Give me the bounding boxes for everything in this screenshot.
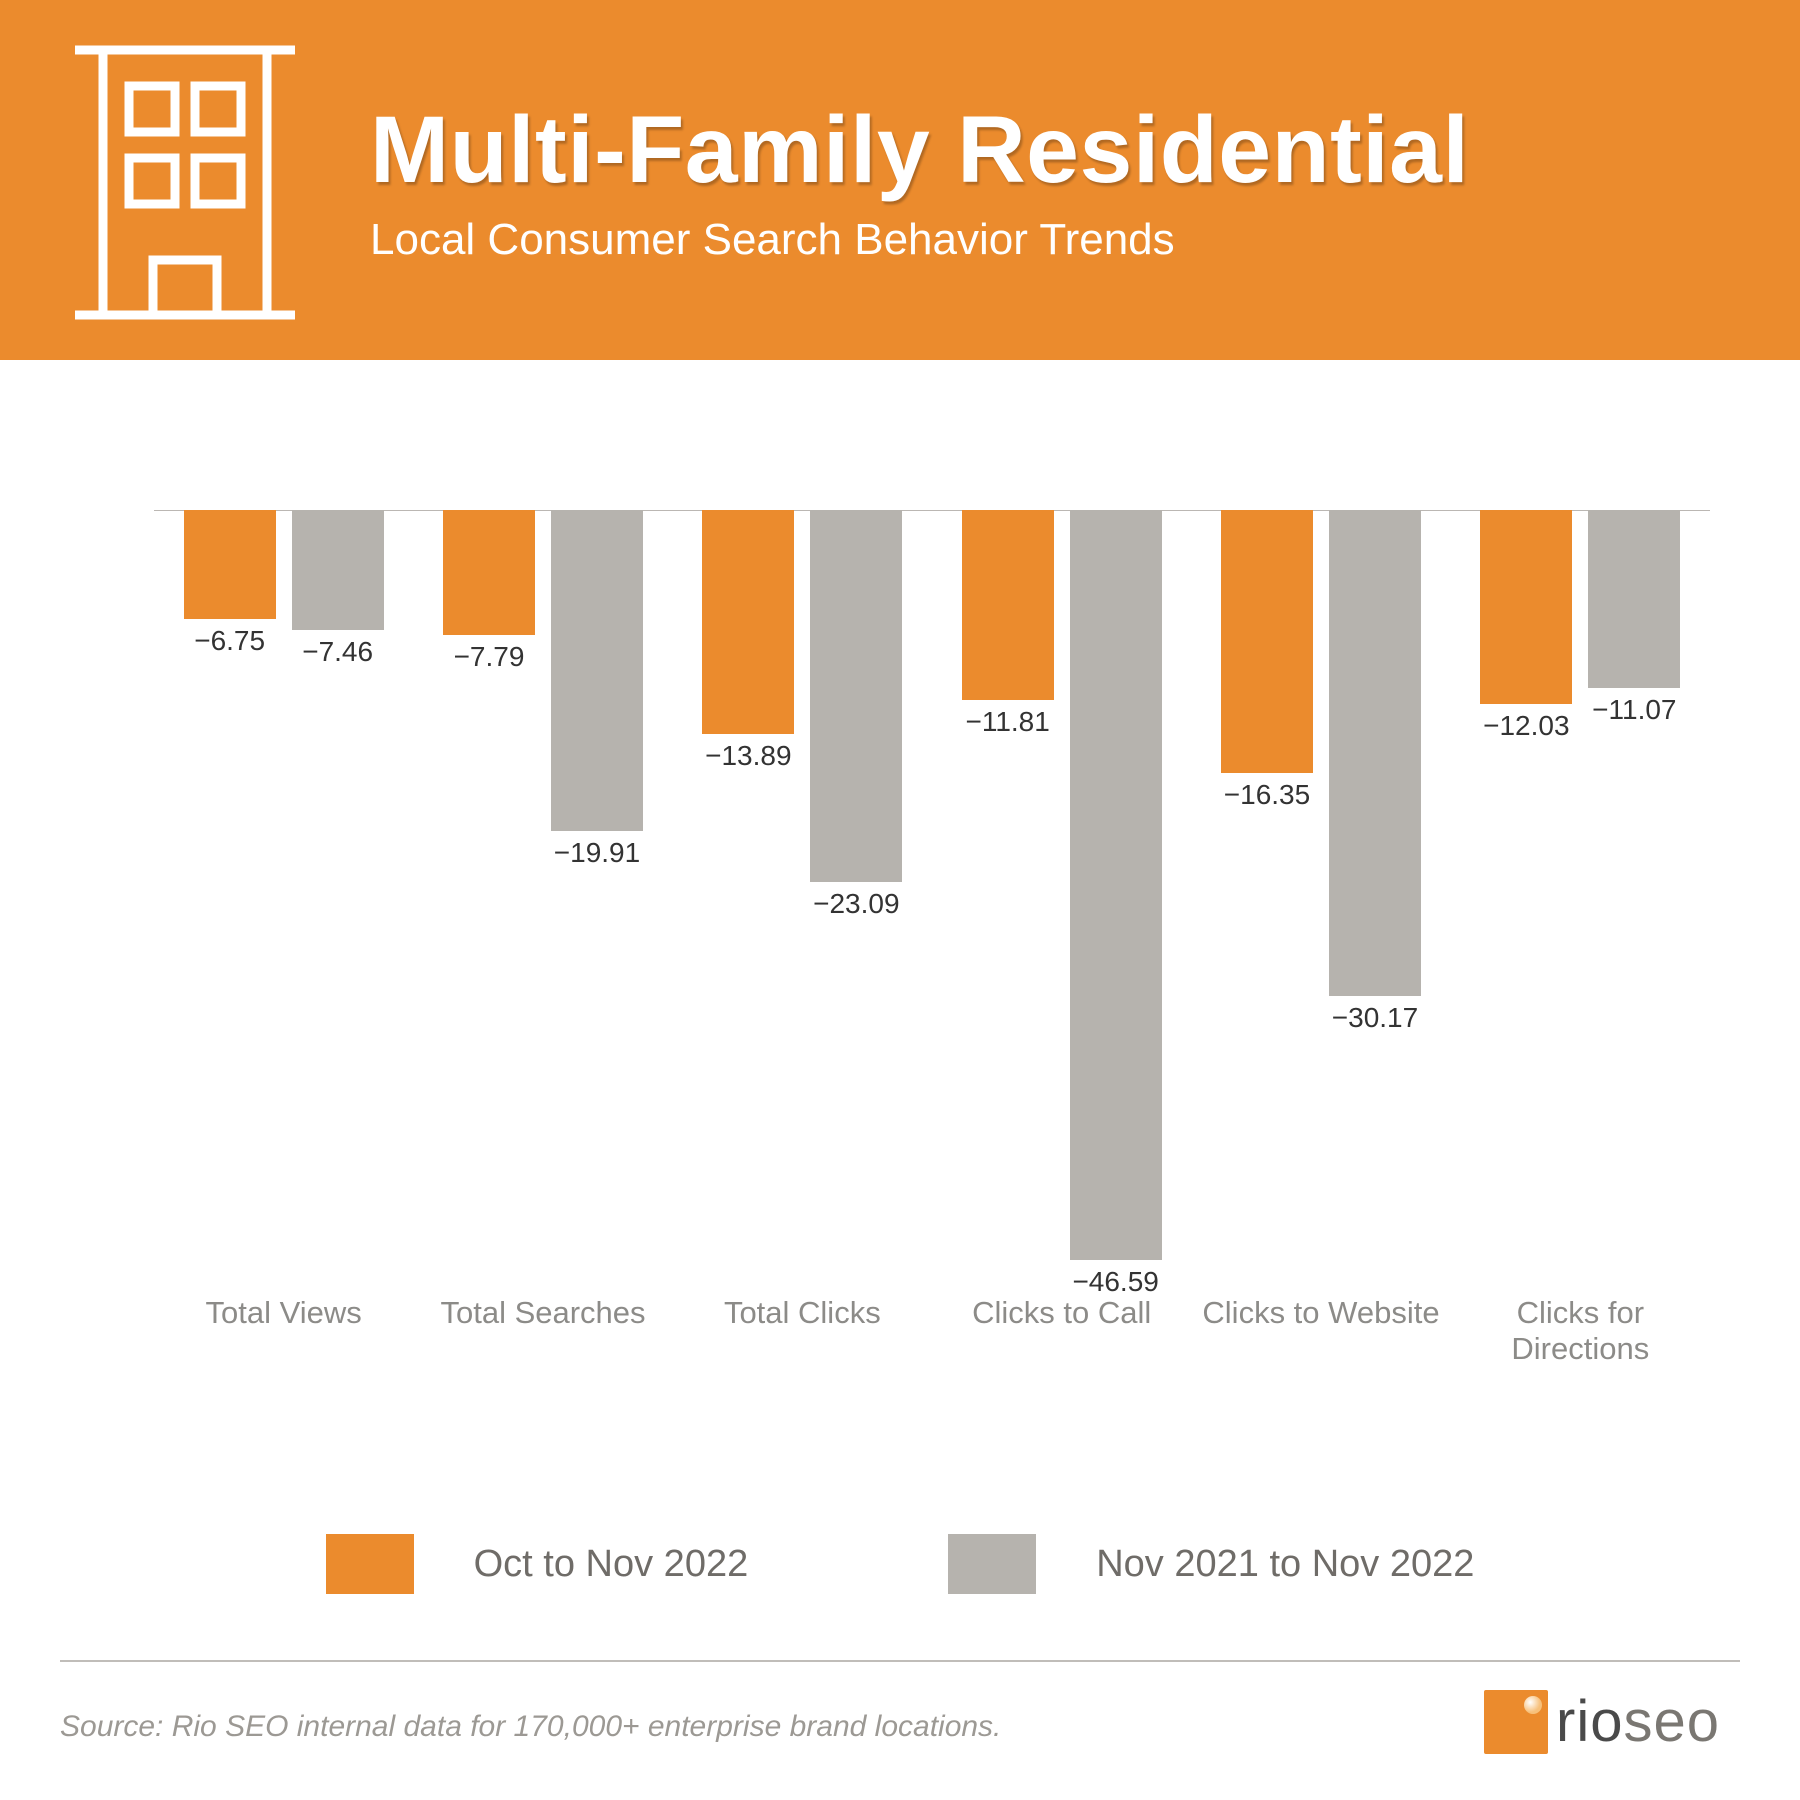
legend-item: Oct to Nov 2022 xyxy=(326,1534,749,1594)
logo-prefix: rio xyxy=(1556,1689,1623,1754)
chart: −6.75−7.46 Total Views −7.79 −19.91 Total Se… xyxy=(154,510,1710,1380)
bar-value-label: −19.91 xyxy=(537,837,657,869)
bar xyxy=(810,510,902,882)
bar xyxy=(1480,510,1572,704)
bar-value-label: −12.03 xyxy=(1466,710,1586,742)
logo-suffix: seo xyxy=(1623,1689,1720,1754)
bar-value-label: −16.35 xyxy=(1207,779,1327,811)
logo-dot-icon xyxy=(1524,1696,1542,1714)
legend-label: Nov 2021 to Nov 2022 xyxy=(1096,1543,1474,1586)
category-label: Clicks for Directions xyxy=(1460,1295,1700,1367)
bar xyxy=(1588,510,1680,688)
bar xyxy=(292,510,384,630)
category-label: Total Searches xyxy=(423,1295,663,1331)
bar xyxy=(443,510,535,635)
header: Multi-Family Residential Local Consumer … xyxy=(0,0,1800,360)
bar-value-label: −7.79 xyxy=(429,641,549,673)
bar-value-label: −11.81 xyxy=(948,706,1068,738)
category-label: Clicks to Call xyxy=(942,1295,1182,1331)
bar xyxy=(1070,510,1162,1260)
bar-value-label: −6.75 xyxy=(170,625,290,657)
building-icon xyxy=(70,35,300,325)
bar-value-label: −11.07 xyxy=(1574,694,1694,726)
bar xyxy=(1329,510,1421,996)
category-label: Clicks to Website xyxy=(1201,1295,1441,1331)
category-label: Total Clicks xyxy=(682,1295,922,1331)
bar-value-label: −23.09 xyxy=(796,888,916,920)
logo-square-icon xyxy=(1484,1690,1548,1754)
legend: Oct to Nov 2022 Nov 2021 to Nov 2022 xyxy=(0,1534,1800,1594)
x-axis xyxy=(154,510,1710,511)
bar xyxy=(551,510,643,831)
title-block: Multi-Family Residential Local Consumer … xyxy=(370,96,1469,265)
legend-swatch xyxy=(326,1534,414,1594)
source-text: Source: Rio SEO internal data for 170,00… xyxy=(60,1710,1001,1744)
logo-text: rioseo xyxy=(1556,1688,1720,1755)
bar-value-label: −13.89 xyxy=(688,740,808,772)
bar xyxy=(1221,510,1313,773)
bar xyxy=(702,510,794,734)
page-title: Multi-Family Residential xyxy=(370,96,1469,205)
legend-item: Nov 2021 to Nov 2022 xyxy=(948,1534,1474,1594)
logo: rioseo xyxy=(1484,1688,1720,1755)
page: Multi-Family Residential Local Consumer … xyxy=(0,0,1800,1800)
category-label: Total Views xyxy=(164,1295,404,1331)
bar-value-label: −7.46 xyxy=(278,636,398,668)
bar-value-label: −30.17 xyxy=(1315,1002,1435,1034)
bar xyxy=(184,510,276,619)
bar xyxy=(962,510,1054,700)
footer-divider xyxy=(60,1660,1740,1662)
legend-swatch xyxy=(948,1534,1036,1594)
legend-label: Oct to Nov 2022 xyxy=(474,1543,749,1586)
bar-value-label: −46.59 xyxy=(1056,1266,1176,1298)
page-subtitle: Local Consumer Search Behavior Trends xyxy=(370,215,1469,265)
